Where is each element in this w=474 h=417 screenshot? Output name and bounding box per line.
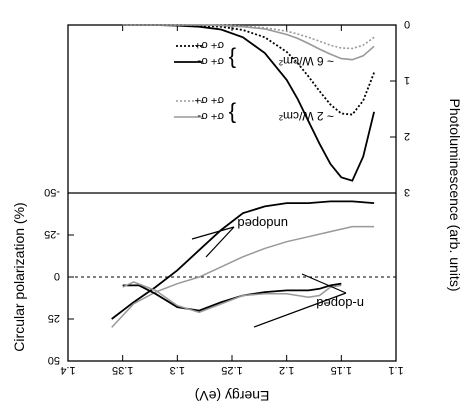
pl-series-line-0 [122, 24, 375, 182]
x-tick-label: 1.15 [331, 364, 352, 376]
x-tick-label: 1.3 [170, 364, 185, 376]
legend-group-2-label: ~ 6 W/cm² [279, 54, 334, 68]
legend-entry-2w-sigma-minus: σ+ σ- [197, 110, 224, 122]
right-axis-label: Circular polarization (%) [11, 202, 27, 351]
x-axis-label: Energy (eV) [195, 388, 270, 404]
pl-series-line-1 [122, 24, 375, 116]
annotation-n-doped-arrow-2 [253, 292, 347, 328]
left-tick-label: 0 [404, 18, 410, 30]
left-tick-label: 1 [404, 74, 410, 86]
x-tick-label: 1.4 [60, 364, 75, 376]
legend-entry-2w-sigma-plus: σ+ σ+ [195, 94, 224, 106]
x-tick-label: 1.35 [112, 364, 133, 376]
right-tick-label: -50 [44, 186, 60, 198]
polarization-series-line-2 [122, 282, 342, 312]
x-tick-label: 1.25 [221, 364, 242, 376]
right-tick-label: 50 [48, 354, 60, 366]
legend-group-1-label: ~ 2 W/cm² [279, 109, 334, 123]
x-tick-label: 1.2 [279, 364, 294, 376]
annotation-undoped-arrow [205, 226, 235, 258]
legend-entry-6w-sigma-plus: σ+ σ+ [195, 39, 224, 51]
pl-series-line-3 [122, 24, 375, 50]
x-tick-label: 1.1 [388, 364, 403, 376]
right-tick-label: -25 [44, 228, 60, 240]
legend: ~ 2 W/cm² } σ+ σ- σ+ σ+ ~ 6 W/cm² } σ+ σ… [174, 39, 334, 127]
pl-series-line-2 [122, 24, 375, 61]
right-tick-label: 25 [48, 312, 60, 324]
left-tick-label: 3 [404, 186, 410, 198]
legend-entry-6w-sigma-minus: σ+ σ- [197, 55, 224, 67]
polarization-series-line-3 [122, 281, 342, 314]
right-tick-label: 0 [54, 270, 60, 282]
polarization-series-line-0 [111, 200, 375, 320]
legend-brace-2: } [229, 47, 236, 72]
legend-brace-1: } [229, 102, 236, 127]
annotation-undoped: undoped [237, 216, 288, 231]
annotation-undoped-arrow-2 [191, 226, 235, 240]
annotation-n-doped: n-doped [316, 296, 364, 311]
left-tick-label: 2 [404, 130, 410, 142]
polarization-series-line-1 [111, 225, 375, 328]
annotation-n-doped-arrow [301, 273, 347, 294]
left-axis-label: Photoluminescence (arb. units) [447, 99, 463, 292]
